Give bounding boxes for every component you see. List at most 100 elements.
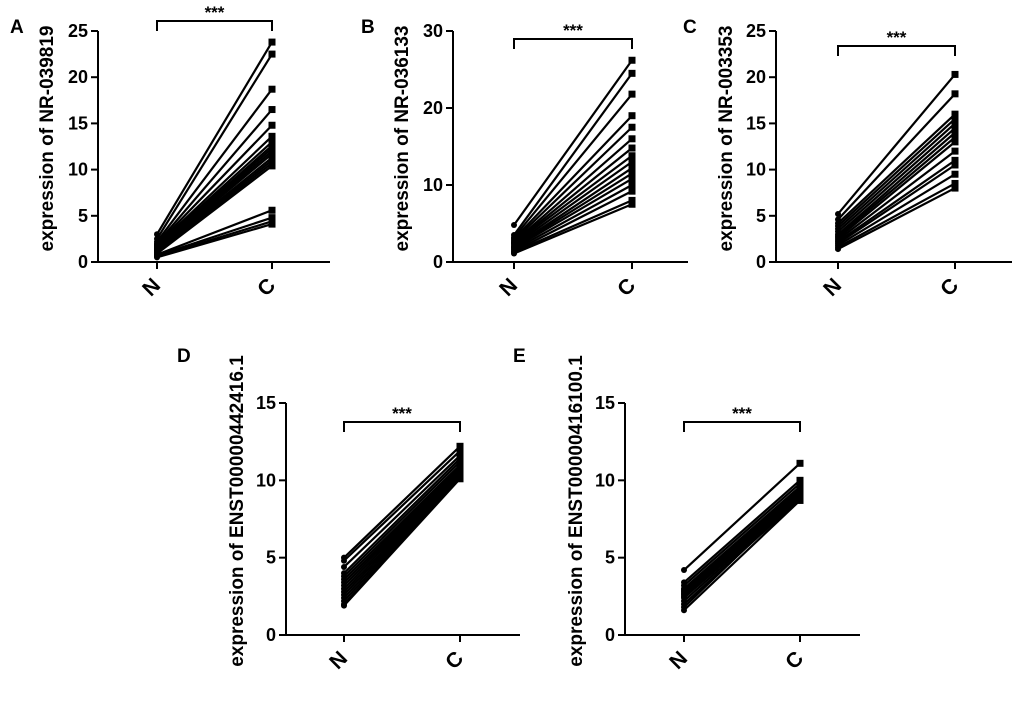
y-tick-label: 25 [746, 21, 766, 41]
point-c [268, 85, 276, 93]
pair-line [156, 88, 273, 243]
y-tick-label: 0 [78, 252, 88, 272]
point-c [456, 447, 464, 455]
pair-line [837, 136, 956, 237]
panel-letter-c: C [683, 17, 697, 38]
pair-line [683, 490, 801, 595]
y-tick-label: 5 [605, 548, 615, 568]
pair-line [513, 167, 633, 248]
sample-pair [681, 459, 804, 574]
y-axis-label: expression of ENST00000442416.1 [227, 355, 248, 667]
y-tick-label: 10 [68, 160, 88, 180]
pair-line [513, 177, 633, 250]
point-c [951, 70, 959, 78]
sample-pair [511, 56, 636, 229]
y-axis-label: expression of NR-003353 [716, 26, 737, 252]
pair-line [343, 470, 461, 593]
y-tick-label: 0 [605, 625, 615, 645]
pair-line [683, 487, 801, 591]
point-c [951, 161, 959, 169]
point-c [628, 196, 636, 204]
point-c [951, 184, 959, 192]
pair-line [837, 73, 956, 215]
point-c [628, 158, 636, 166]
pair-line [837, 113, 956, 224]
x-category-label-n: N [495, 274, 522, 301]
point-c [628, 175, 636, 183]
x-category-label-n: N [138, 274, 165, 301]
point-c [456, 442, 464, 450]
y-tick-label: 15 [68, 113, 88, 133]
pair-line [156, 108, 273, 245]
pair-line [156, 223, 273, 259]
x-category-label-c: C [613, 274, 640, 301]
y-tick-label: 10 [746, 160, 766, 180]
sample-pair [154, 220, 276, 261]
sample-pair [681, 492, 804, 611]
y-tick-label: 10 [423, 175, 443, 195]
pair-line [343, 474, 461, 602]
sample-pair [835, 70, 959, 217]
pair-line [683, 493, 801, 598]
pair-line [683, 495, 801, 608]
x-category-label-n: N [819, 274, 846, 301]
pair-line [156, 53, 273, 240]
point-c [951, 179, 959, 187]
y-tick-label: 20 [746, 67, 766, 87]
point-c [628, 90, 636, 98]
y-axis-label: expression of ENST00000416100.1 [566, 355, 587, 667]
y-tick-label: 10 [256, 470, 276, 490]
pair-line [156, 216, 273, 257]
x-category-label-c: C [253, 274, 280, 301]
point-c [268, 214, 276, 222]
sample-pair [681, 479, 804, 589]
pair-line [683, 485, 801, 590]
point-c [268, 132, 276, 140]
pair-line [156, 135, 273, 247]
x-category-label-n: N [325, 647, 352, 674]
pair-line [513, 59, 633, 226]
pair-line [513, 93, 633, 239]
pair-line [683, 488, 801, 593]
point-c [268, 50, 276, 58]
point-c [628, 187, 636, 195]
point-c [268, 162, 276, 170]
sample-pair [681, 496, 804, 614]
pair-line [683, 499, 801, 612]
pair-line [837, 122, 956, 230]
pair-line [683, 479, 801, 584]
pair-line [156, 124, 273, 246]
significance-bracket [343, 421, 461, 432]
x-category-label-c: C [781, 647, 808, 674]
y-tick-label: 5 [266, 548, 276, 568]
y-tick-label: 30 [423, 21, 443, 41]
pair-line [343, 460, 461, 578]
point-c [456, 475, 464, 483]
panel-letter-b: B [361, 17, 375, 38]
point-c [628, 169, 636, 177]
y-tick-label: 0 [433, 252, 443, 272]
pair-line [343, 467, 461, 587]
pair-line [683, 491, 801, 596]
pair-line [837, 187, 956, 251]
sample-pair [341, 467, 464, 595]
point-c [268, 121, 276, 129]
point-n [835, 210, 841, 217]
pair-line [513, 184, 633, 251]
pair-line [343, 468, 461, 590]
sample-pair [341, 452, 464, 570]
point-c [796, 496, 804, 504]
pair-line [343, 471, 461, 596]
point-c [628, 123, 636, 131]
pair-line [683, 462, 801, 571]
pair-line [343, 445, 461, 559]
sample-pair [154, 50, 276, 242]
point-n [341, 563, 347, 570]
pair-line [343, 457, 461, 574]
significance-bracket [837, 45, 956, 56]
y-tick-label: 20 [68, 67, 88, 87]
sample-pair [835, 90, 959, 223]
pair-line [683, 494, 801, 599]
